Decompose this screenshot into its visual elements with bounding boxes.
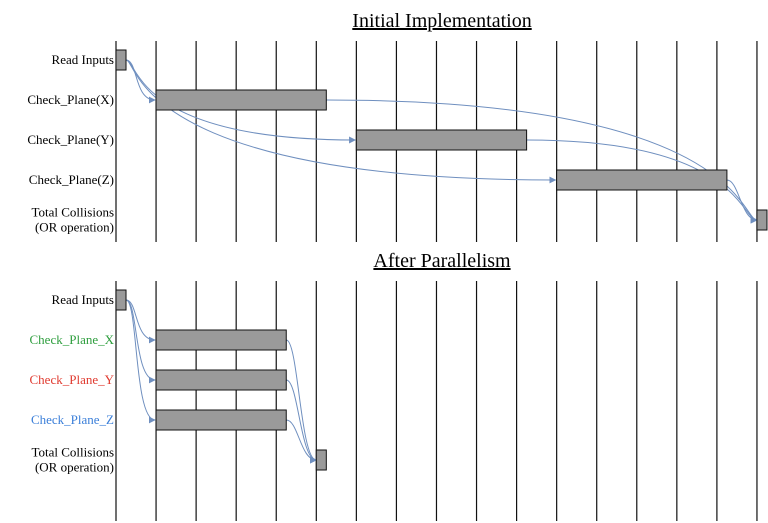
panel-initial-labels: Read Inputs Check_Plane(X) Check_Plane(Y) C… (27, 52, 114, 235)
panel-parallel-bars (115, 289, 327, 471)
panel-initial-grid (115, 41, 758, 242)
row-label: Total Collisions (31, 205, 114, 220)
dependency-arrow (285, 339, 317, 464)
task-bar (155, 409, 287, 431)
dependency-arrow (726, 179, 758, 224)
task-bar (556, 169, 728, 191)
panel-after-parallelism: After Parallelism Read Inputs Check_Plane… (30, 250, 758, 521)
task-bar (155, 89, 327, 111)
task-bar (155, 329, 287, 351)
panel-title-initial: Initial Implementation (352, 10, 531, 32)
panel-initial-bars (115, 49, 768, 231)
row-label: (OR operation) (35, 460, 114, 475)
panel-parallel-labels: Read Inputs Check_Plane_X Check_Plane_Y Che… (30, 292, 115, 475)
task-bar (315, 449, 327, 471)
row-label: Check_Plane(Z) (29, 172, 114, 187)
dependency-arrow (125, 59, 557, 184)
panel-initial-implementation: Initial Implementation Read Inputs Check_… (27, 10, 768, 242)
dependency-arrow (125, 299, 156, 424)
dependency-arrow (326, 99, 758, 224)
dependency-arrow (286, 419, 317, 464)
panel-parallel-arrows (125, 299, 317, 464)
row-label: Read Inputs (52, 52, 114, 67)
dependency-arrow (286, 379, 317, 464)
row-label: Read Inputs (52, 292, 114, 307)
row-label: (OR operation) (35, 220, 114, 235)
row-label: Check_Plane_X (30, 332, 115, 347)
row-label: Check_Plane_Z (31, 412, 114, 427)
task-bar (115, 289, 127, 311)
panel-parallel-grid (115, 281, 758, 521)
dependency-arrow (125, 59, 156, 104)
task-bar (115, 49, 127, 71)
task-bar (355, 129, 528, 151)
task-bar (756, 209, 768, 231)
panel-title-parallel: After Parallelism (373, 250, 511, 272)
row-label: Total Collisions (31, 445, 114, 460)
row-label: Check_Plane(X) (27, 92, 114, 107)
row-label: Check_Plane(Y) (27, 132, 114, 147)
dependency-arrow (125, 299, 156, 384)
row-label: Check_Plane_Y (30, 372, 115, 387)
task-bar (155, 369, 287, 391)
